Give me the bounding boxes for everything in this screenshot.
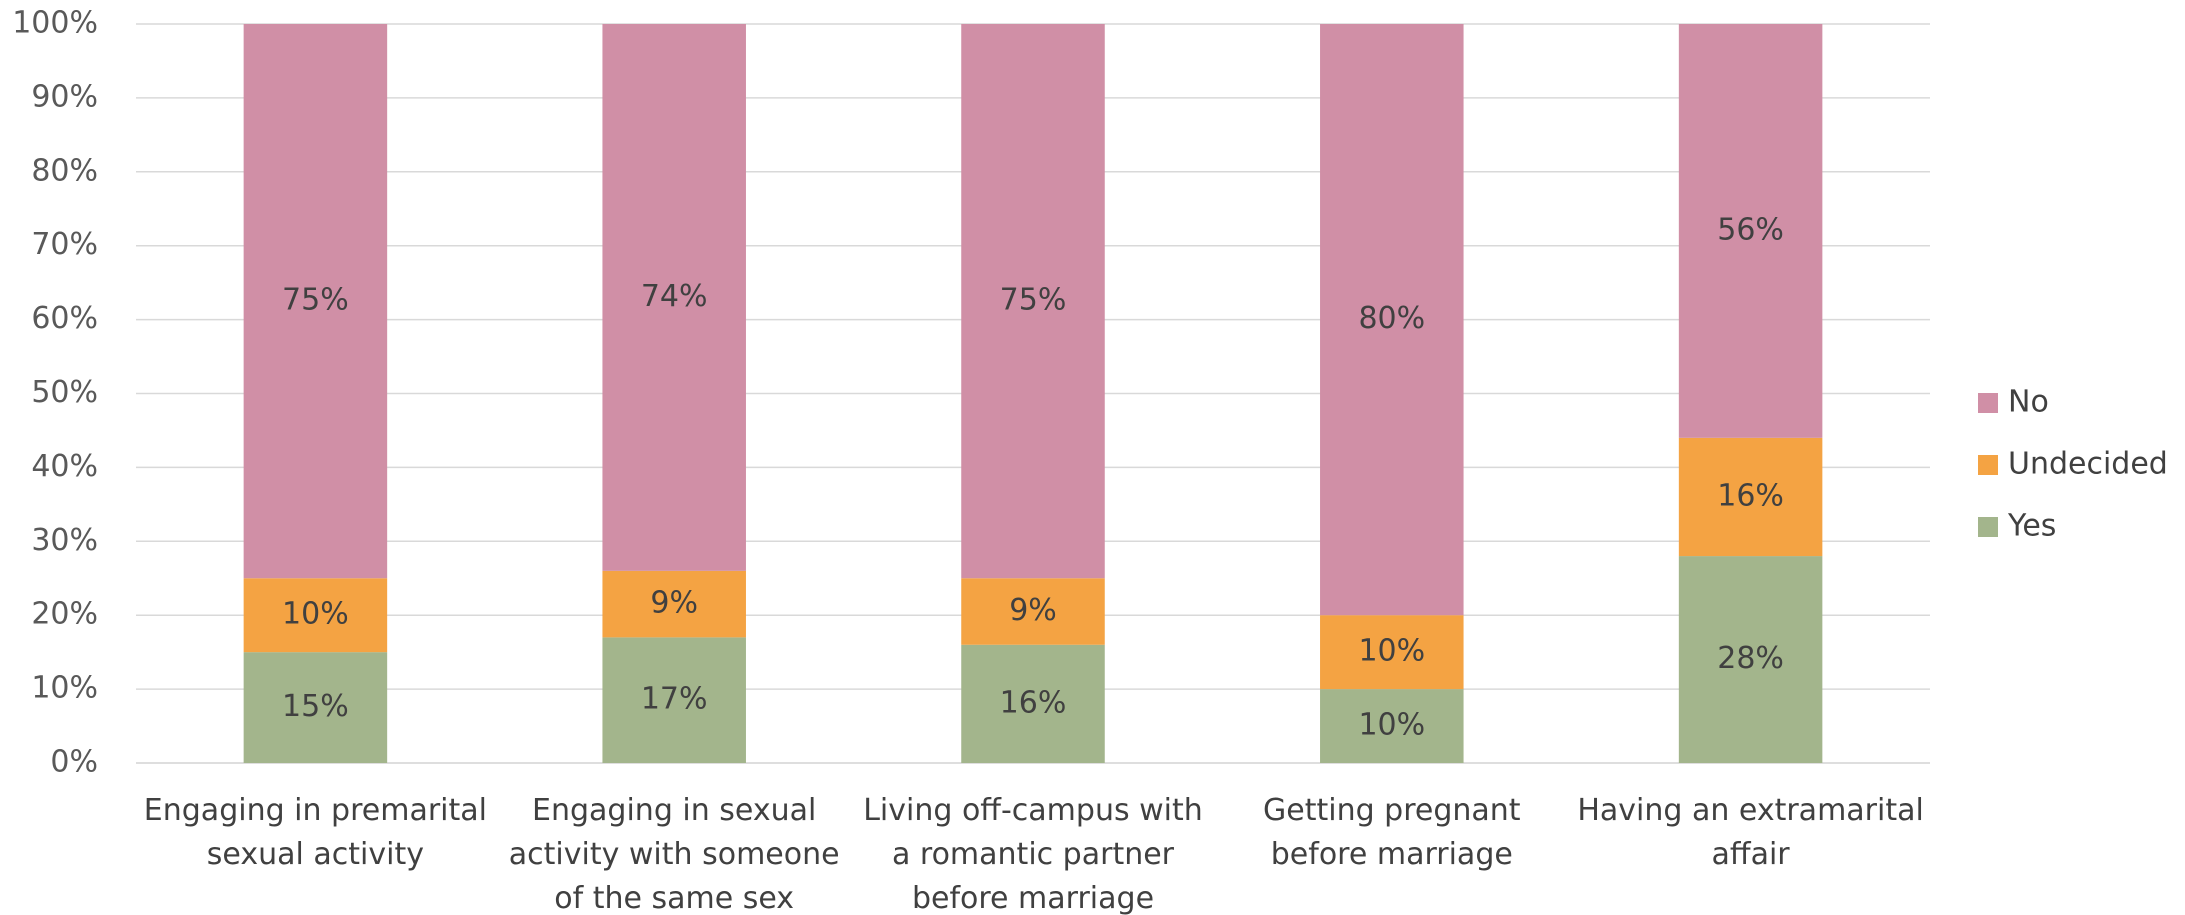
value-label: 17%: [641, 682, 708, 717]
bar-segment: [961, 644, 1105, 763]
bar-segment: [602, 637, 746, 763]
value-label: 10%: [1358, 634, 1425, 669]
bar-segment: [243, 652, 388, 763]
value-label: 75%: [282, 283, 349, 318]
value-label: 15%: [282, 689, 349, 724]
y-tick-label: 40%: [31, 449, 98, 484]
y-tick-label: 90%: [31, 79, 98, 114]
value-label: 80%: [1358, 301, 1425, 336]
y-tick-label: 60%: [31, 301, 98, 336]
value-label: 9%: [650, 586, 698, 621]
x-tick-label: Engaging in premarital sexual activity: [143, 793, 487, 872]
bar-segment: [602, 24, 746, 571]
value-label: 74%: [641, 279, 708, 314]
bar-segment: [1678, 556, 1823, 763]
bar-segment: [243, 578, 388, 653]
x-tick-label: Having an extramarital affair: [1577, 793, 1924, 872]
bar-segment: [961, 578, 1105, 645]
x-tick-label: Getting pregnant before marriage: [1263, 793, 1521, 872]
y-tick-label: 30%: [31, 523, 98, 558]
legend-label: Undecided: [2008, 447, 2168, 482]
legend-label: Yes: [2007, 509, 2056, 544]
value-label: 16%: [1000, 685, 1067, 720]
y-tick-label: 0%: [50, 745, 98, 780]
bar-segment: [1678, 24, 1823, 438]
value-label: 10%: [282, 597, 349, 632]
y-tick-label: 20%: [31, 597, 98, 632]
x-tick-label: Living off-campus with a romantic partne…: [863, 793, 1203, 915]
value-label: 28%: [1717, 641, 1784, 676]
bar-segment: [1320, 689, 1464, 763]
value-label: 16%: [1717, 478, 1784, 513]
y-tick-label: 50%: [31, 375, 98, 410]
y-tick-label: 80%: [31, 153, 98, 188]
bar-segment: [602, 570, 746, 638]
y-tick-label: 70%: [31, 227, 98, 262]
value-label: 56%: [1717, 212, 1784, 247]
bar-segment: [961, 24, 1105, 579]
bar-segment: [243, 24, 388, 579]
value-label: 10%: [1358, 708, 1425, 743]
bar-segment: [1320, 615, 1464, 690]
bar-segment: [1320, 24, 1464, 616]
value-label: 9%: [1009, 593, 1057, 628]
y-tick-label: 10%: [31, 671, 98, 706]
y-tick-label: 100%: [12, 6, 98, 41]
legend-label: No: [2008, 385, 2049, 420]
x-tick-label: Engaging in sexual activity with someone…: [508, 793, 840, 915]
bar-segment: [1678, 437, 1823, 557]
legend-swatch: [1978, 517, 1998, 537]
legend-swatch: [1978, 393, 1998, 413]
value-label: 75%: [1000, 283, 1067, 318]
legend-swatch: [1978, 455, 1998, 475]
